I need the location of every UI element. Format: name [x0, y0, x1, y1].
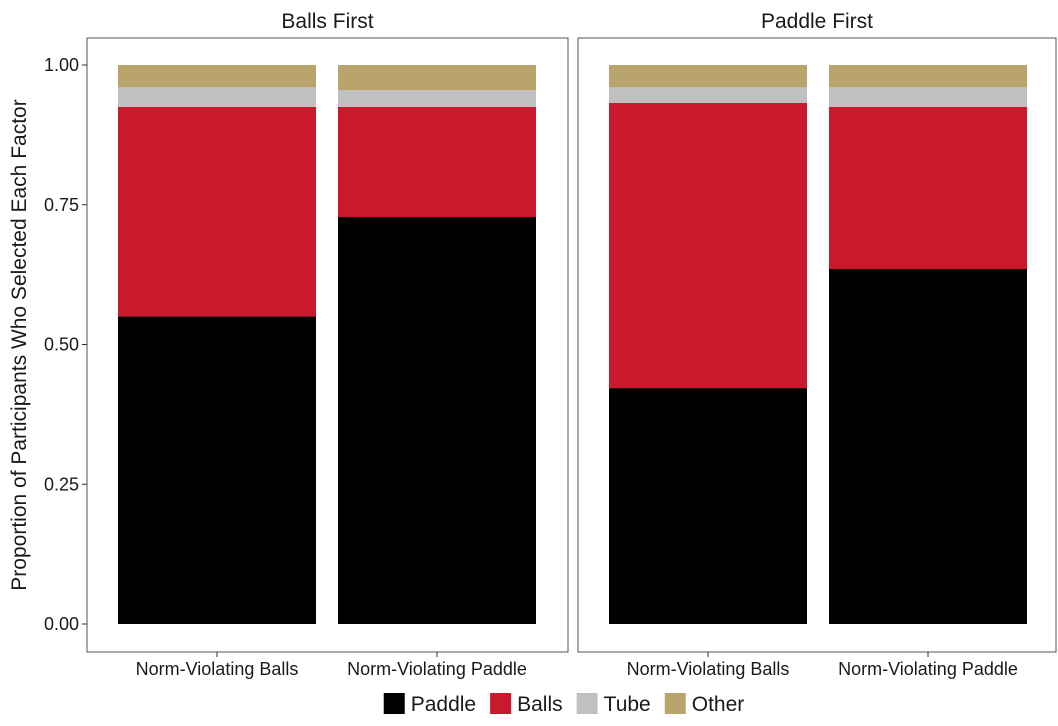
- legend-label: Balls: [517, 693, 563, 716]
- bar-segment-paddle: [338, 217, 536, 624]
- bar-segment-tube: [829, 87, 1027, 107]
- x-tick-label: Norm-Violating Balls: [627, 659, 790, 679]
- bar-segment-balls: [338, 106, 536, 218]
- bar-segment-tube: [609, 87, 807, 104]
- bar-segment-other: [118, 65, 316, 88]
- legend-key-paddle: [383, 693, 405, 714]
- y-tick-label: 0.00: [44, 614, 79, 634]
- legend-key-balls: [490, 693, 512, 714]
- bar-segment-balls: [609, 103, 807, 389]
- facet-title: Balls First: [281, 10, 373, 33]
- bar-segment-balls: [829, 106, 1027, 270]
- legend: Paddle Balls Tube Other: [383, 693, 745, 716]
- bar-segment-other: [829, 65, 1027, 88]
- bar-segment-tube: [338, 90, 536, 107]
- y-axis-title: Proportion of Participants Who Selected …: [8, 99, 31, 590]
- facet-balls-first: Balls First Norm-Violating Balls Norm-Viol…: [86, 10, 569, 679]
- bar-segment-balls: [118, 106, 316, 317]
- legend-item-tube: Tube: [576, 693, 651, 716]
- bar-segment-tube: [118, 87, 316, 107]
- bar-segment-paddle: [829, 269, 1027, 624]
- panel-border: [577, 37, 1057, 653]
- facet-title: Paddle First: [761, 10, 873, 33]
- y-tick-label: 0.25: [44, 474, 79, 494]
- bar-segment-other: [338, 65, 536, 91]
- legend-item-other: Other: [664, 693, 745, 716]
- y-tick-label: 0.75: [44, 195, 79, 215]
- legend-item-balls: Balls: [490, 693, 563, 716]
- legend-key-tube: [576, 693, 598, 714]
- x-tick-label: Norm-Violating Paddle: [838, 659, 1018, 679]
- bar-segment-paddle: [609, 388, 807, 624]
- y-tick-label: 0.50: [44, 335, 79, 355]
- legend-key-other: [664, 693, 686, 714]
- x-tick-label: Norm-Violating Paddle: [347, 659, 527, 679]
- x-tick-label: Norm-Violating Balls: [136, 659, 299, 679]
- y-tick-label: 1.00: [44, 55, 79, 75]
- legend-label: Tube: [604, 693, 651, 716]
- legend-item-paddle: Paddle: [383, 693, 476, 716]
- legend-label: Other: [692, 693, 745, 716]
- bar-segment-paddle: [118, 316, 316, 624]
- legend-label: Paddle: [411, 693, 476, 716]
- bar-segment-other: [609, 65, 807, 88]
- facet-paddle-first: Paddle First Norm-Violating Balls Norm-Vio…: [577, 10, 1057, 679]
